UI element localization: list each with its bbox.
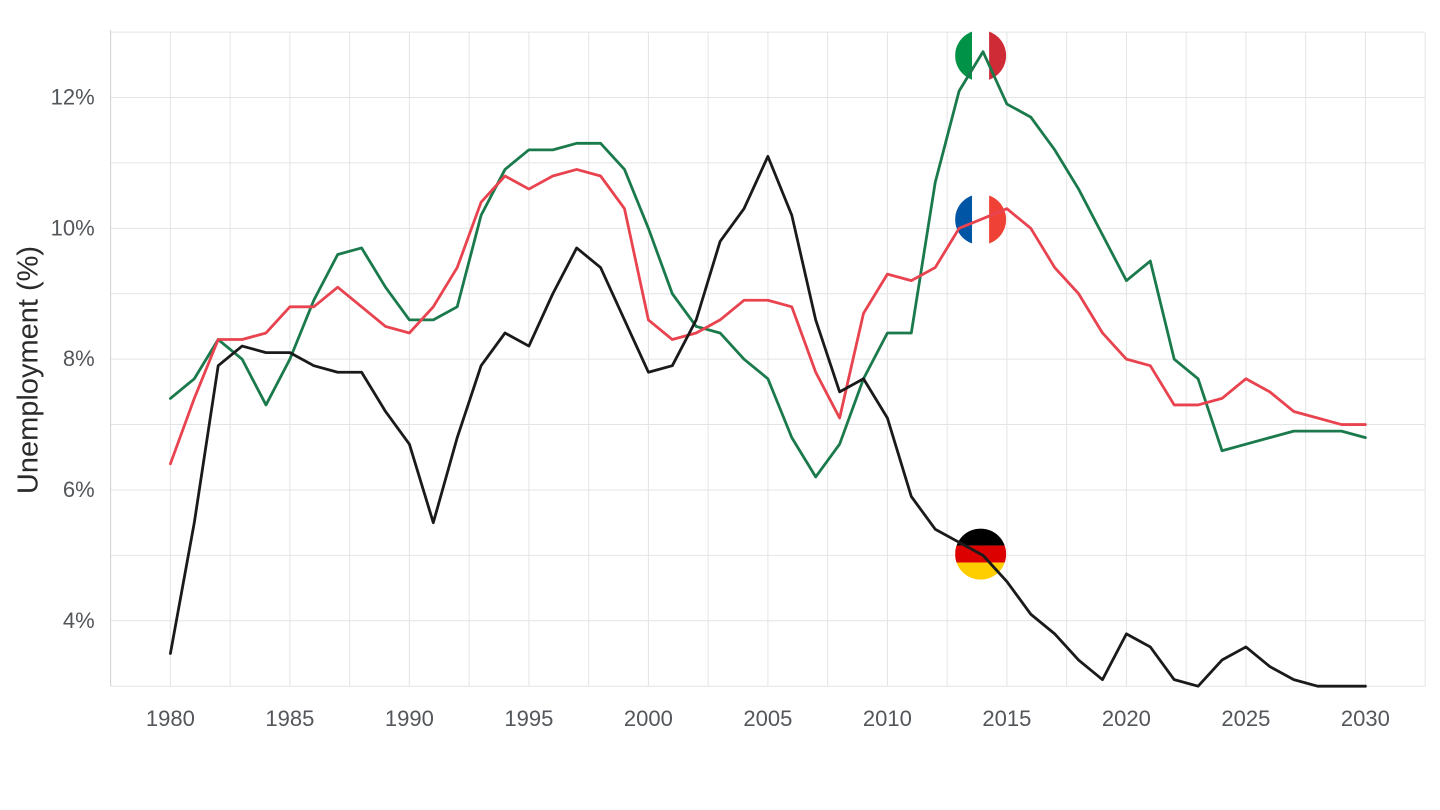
svg-text:2015: 2015 [982, 706, 1031, 731]
svg-text:2030: 2030 [1341, 706, 1390, 731]
svg-text:1990: 1990 [385, 706, 434, 731]
svg-text:2025: 2025 [1221, 706, 1270, 731]
svg-text:8%: 8% [63, 346, 95, 371]
svg-text:2005: 2005 [743, 706, 792, 731]
svg-text:1980: 1980 [146, 706, 195, 731]
svg-text:1985: 1985 [265, 706, 314, 731]
svg-text:4%: 4% [63, 608, 95, 633]
svg-text:1995: 1995 [504, 706, 553, 731]
svg-text:2000: 2000 [624, 706, 673, 731]
svg-text:2010: 2010 [863, 706, 912, 731]
svg-text:10%: 10% [51, 215, 95, 240]
svg-text:12%: 12% [51, 85, 95, 110]
svg-text:6%: 6% [63, 477, 95, 502]
svg-text:2020: 2020 [1102, 706, 1151, 731]
